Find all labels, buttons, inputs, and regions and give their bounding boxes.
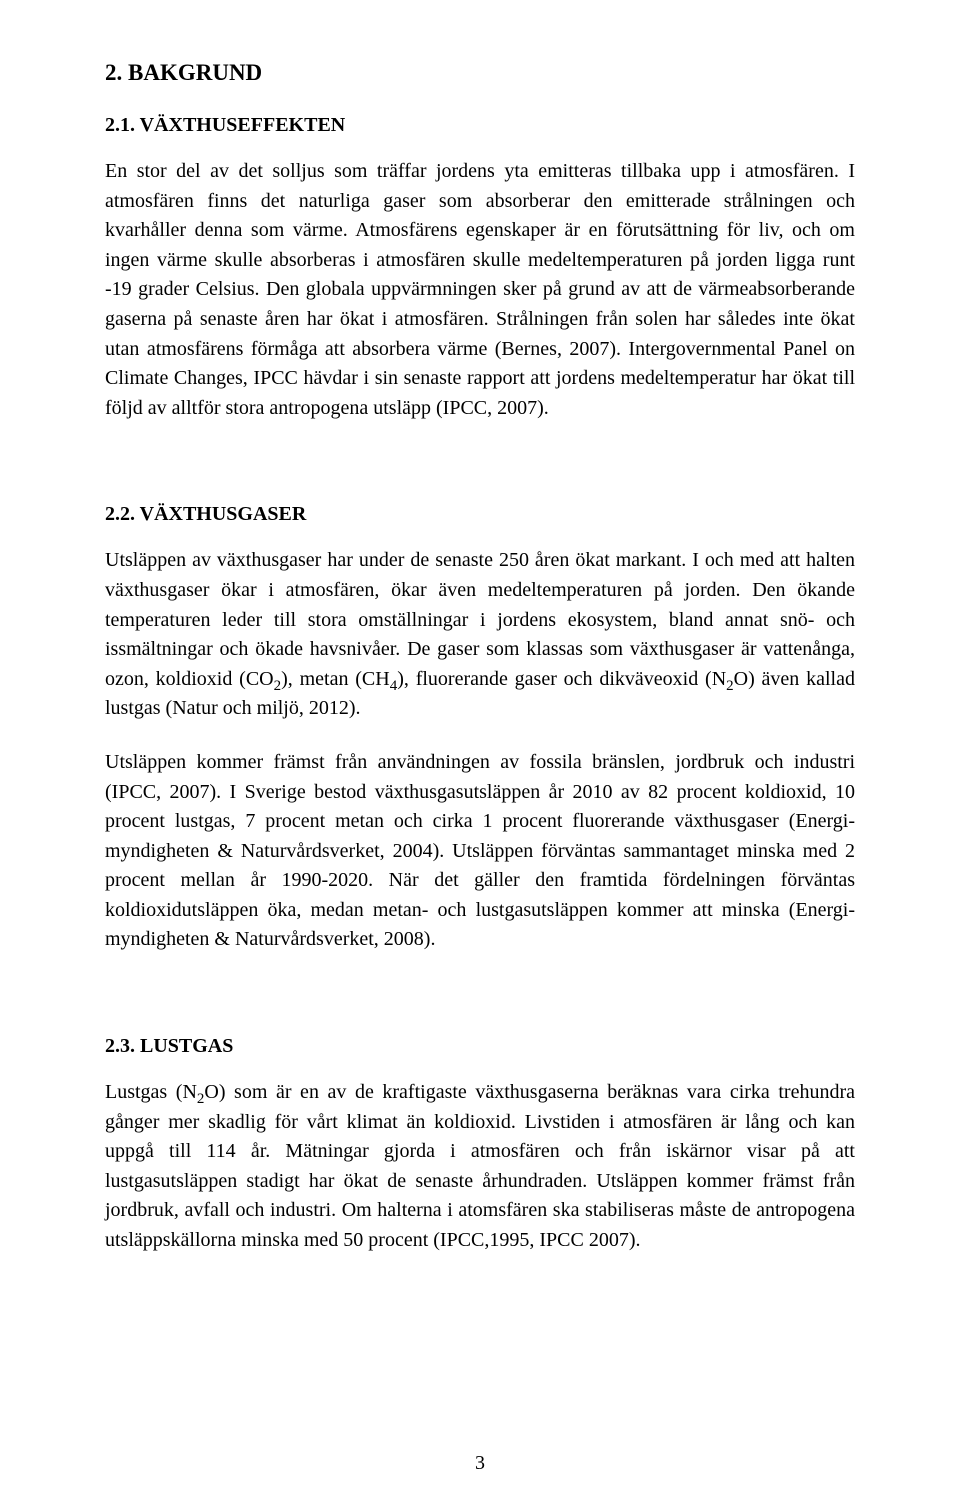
section-gap xyxy=(105,979,855,1035)
paragraph-lustgas: Lustgas (N2O) som är en av de kraftigast… xyxy=(105,1078,855,1256)
paragraph-vaxthuseffekten: En stor del av det solljus som träffar j… xyxy=(105,157,855,423)
page-number: 3 xyxy=(0,1452,960,1475)
section-gap xyxy=(105,447,855,503)
heading-bakgrund: 2. BAKGRUND xyxy=(105,60,855,86)
paragraph-vaxthusgaser-1: Utsläppen av växthusgaser har under de s… xyxy=(105,546,855,724)
paragraph-vaxthusgaser-2: Utsläppen kommer främst från användninge… xyxy=(105,748,855,955)
heading-lustgas: 2.3. LUSTGAS xyxy=(105,1035,855,1058)
heading-vaxthuseffekten: 2.1. VÄXTHUSEFFEKTEN xyxy=(105,114,855,137)
heading-vaxthusgaser: 2.2. VÄXTHUSGASER xyxy=(105,503,855,526)
document-page: 2. BAKGRUND 2.1. VÄXTHUSEFFEKTEN En stor… xyxy=(0,0,960,1509)
